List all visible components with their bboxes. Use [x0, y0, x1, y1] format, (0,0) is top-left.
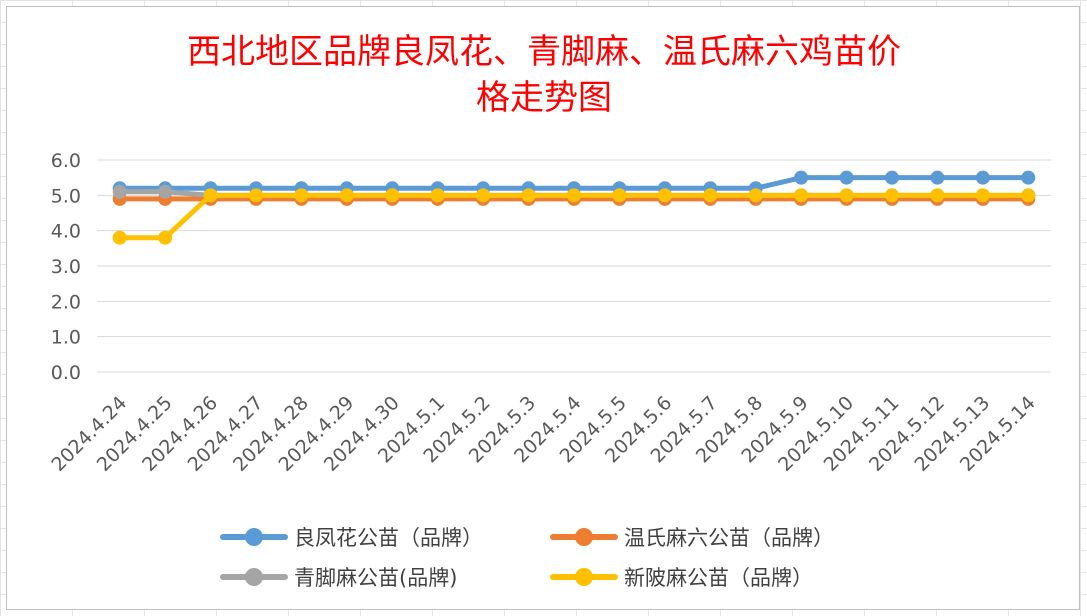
- series-3-point-8: [476, 188, 491, 203]
- series-3-point-20: [1021, 188, 1036, 203]
- legend-swatch-3: [550, 567, 618, 587]
- legend-swatch-0: [220, 527, 288, 547]
- chart-title-line-1: 西北地区品牌良凤花、青脚麻、温氏麻六鸡苗价: [187, 32, 901, 72]
- y-tick-label-4: 4.0: [51, 221, 81, 243]
- y-tick-label-2: 2.0: [51, 291, 81, 313]
- series-2-point-1: [158, 184, 173, 199]
- chart-area[interactable]: 西北地区品牌良凤花、青脚麻、温氏麻六鸡苗价 格走势图 0.0 1.0 2.0 3.0 4…: [6, 6, 1080, 610]
- series-3-point-12: [657, 188, 672, 203]
- series-2-point-0: [112, 184, 127, 199]
- y-tick-label-5: 5.0: [51, 185, 81, 207]
- y-tick-label-0: 0.0: [51, 362, 81, 384]
- y-tick-label-6: 6.0: [51, 150, 81, 172]
- series-3-point-16: [839, 188, 854, 203]
- legend-item-3: 新陂麻公苗（品牌）: [550, 557, 813, 597]
- y-tick-label-1: 1.0: [51, 327, 81, 349]
- series-3-point-3: [249, 188, 263, 203]
- series-0-point-15: [794, 170, 809, 185]
- series-3-point-0: [112, 230, 127, 245]
- series-0-point-20: [1021, 170, 1036, 185]
- legend-label-3: 新陂麻公苗（品牌）: [624, 566, 813, 590]
- series-0-point-17: [885, 170, 899, 185]
- series-3-point-9: [521, 188, 536, 203]
- series-3-point-7: [430, 188, 445, 203]
- series-3-point-18: [930, 188, 945, 203]
- chart-title-line-2: 格走势图: [476, 78, 612, 118]
- series-3-point-19: [975, 188, 990, 203]
- legend-swatch-2: [220, 567, 288, 587]
- series-3-point-2: [203, 188, 218, 203]
- legend-label-1: 温氏麻六公苗（品牌）: [624, 526, 834, 550]
- series-0-point-19: [975, 170, 990, 185]
- y-tick-label-3: 3.0: [51, 256, 81, 278]
- series-0-point-18: [930, 170, 945, 185]
- series-3-point-4: [294, 188, 309, 203]
- series-3-point-14: [748, 188, 763, 203]
- series-3-point-6: [385, 188, 400, 203]
- legend-item-1: 温氏麻六公苗（品牌）: [550, 517, 834, 557]
- series-3-point-11: [612, 188, 627, 203]
- legend: 良凤花公苗（品牌） 温氏麻六公苗（品牌） 青脚麻公苗(品牌) 新陂麻公苗（品牌）: [220, 517, 920, 607]
- legend-item-2: 青脚麻公苗(品牌): [220, 557, 457, 597]
- plot-area: 0.01.02.03.04.05.06.02024.4.242024.4.252…: [47, 150, 1051, 476]
- series-3-point-15: [794, 188, 809, 203]
- legend-swatch-1: [550, 527, 618, 547]
- series-3-point-1: [158, 230, 173, 245]
- legend-label-0: 良凤花公苗（品牌）: [294, 526, 483, 550]
- series-0-point-16: [839, 170, 854, 185]
- series-3-point-17: [885, 188, 899, 203]
- legend-label-2: 青脚麻公苗(品牌): [294, 566, 458, 590]
- series-3-point-13: [703, 188, 718, 203]
- series-3-point-5: [339, 188, 354, 203]
- chart-title: 西北地区品牌良凤花、青脚麻、温氏麻六鸡苗价 格走势图: [7, 29, 1081, 121]
- series-3-point-10: [567, 188, 581, 203]
- legend-item-0: 良凤花公苗（品牌）: [220, 517, 483, 557]
